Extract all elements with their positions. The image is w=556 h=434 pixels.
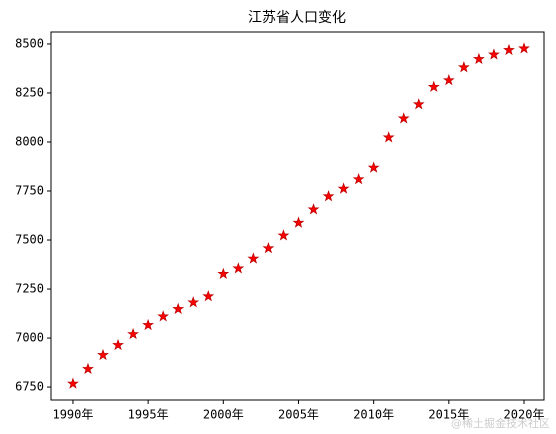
x-tick-label: 1990年 [52, 408, 93, 422]
point [247, 252, 260, 264]
chart-title: 江苏省人口变化 [248, 10, 346, 26]
point [82, 362, 94, 375]
x-tick-label: 2000年 [203, 408, 244, 422]
point [157, 310, 170, 322]
y-tick-label: 7250 [15, 282, 44, 296]
plot-frame [50, 31, 545, 401]
point [187, 296, 200, 308]
y-tick-label: 6750 [15, 380, 44, 394]
point [427, 80, 440, 92]
point [322, 190, 335, 202]
point [172, 302, 185, 315]
point [367, 161, 380, 173]
point [472, 52, 485, 65]
x-tick-label: 2015年 [428, 408, 469, 422]
point [503, 43, 515, 56]
point [292, 216, 305, 228]
point [277, 229, 290, 241]
y-tick-label: 7500 [15, 233, 44, 247]
point [307, 203, 320, 215]
point [232, 262, 245, 274]
point [442, 74, 455, 86]
point [142, 318, 155, 331]
watermark: @稀土掘金技术社区 [451, 416, 550, 430]
x-tick-label: 2010年 [353, 408, 394, 422]
point [518, 42, 530, 54]
point [412, 98, 425, 110]
point [352, 173, 365, 185]
point [112, 338, 124, 351]
x-tick-label: 1995年 [128, 408, 169, 422]
point [127, 327, 140, 340]
point [217, 267, 230, 279]
point [488, 48, 500, 60]
point [97, 348, 109, 361]
y-tick-label: 8000 [15, 134, 44, 148]
point [337, 182, 350, 194]
y-tick-label: 7000 [15, 331, 44, 345]
point [382, 131, 395, 143]
point [457, 61, 470, 73]
y-tick-label: 7750 [15, 184, 44, 198]
point [67, 377, 79, 389]
x-tick-label: 2005年 [278, 408, 319, 422]
point [397, 112, 410, 124]
x-tick-label: 2020年 [504, 408, 545, 422]
y-tick-label: 8250 [15, 85, 44, 99]
y-tick-label: 8500 [15, 36, 44, 50]
point [262, 242, 275, 254]
point [202, 290, 215, 302]
